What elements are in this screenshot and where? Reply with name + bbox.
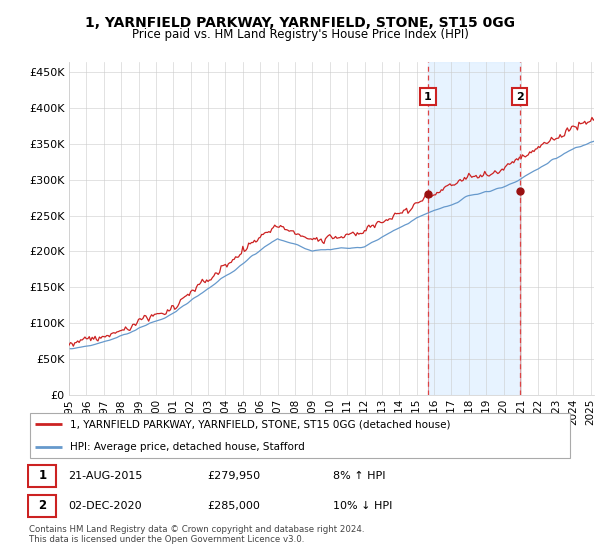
Text: 1, YARNFIELD PARKWAY, YARNFIELD, STONE, ST15 0GG: 1, YARNFIELD PARKWAY, YARNFIELD, STONE, … — [85, 16, 515, 30]
Text: 2: 2 — [516, 92, 523, 101]
FancyBboxPatch shape — [30, 413, 570, 458]
Bar — [428, 62, 520, 395]
Text: 2: 2 — [38, 500, 46, 512]
Text: 8% ↑ HPI: 8% ↑ HPI — [333, 471, 385, 481]
Text: 1, YARNFIELD PARKWAY, YARNFIELD, STONE, ST15 0GG (detached house): 1, YARNFIELD PARKWAY, YARNFIELD, STONE, … — [70, 419, 450, 430]
FancyBboxPatch shape — [28, 465, 56, 487]
Text: 02-DEC-2020: 02-DEC-2020 — [68, 501, 142, 511]
Text: HPI: Average price, detached house, Stafford: HPI: Average price, detached house, Staf… — [70, 442, 304, 452]
Text: 21-AUG-2015: 21-AUG-2015 — [68, 471, 142, 481]
Text: 10% ↓ HPI: 10% ↓ HPI — [333, 501, 392, 511]
Text: £285,000: £285,000 — [207, 501, 260, 511]
Text: Contains HM Land Registry data © Crown copyright and database right 2024.
This d: Contains HM Land Registry data © Crown c… — [29, 525, 364, 544]
Text: Price paid vs. HM Land Registry's House Price Index (HPI): Price paid vs. HM Land Registry's House … — [131, 28, 469, 41]
Text: 1: 1 — [38, 469, 46, 482]
FancyBboxPatch shape — [28, 494, 56, 517]
Text: £279,950: £279,950 — [207, 471, 260, 481]
Text: 1: 1 — [424, 92, 431, 101]
